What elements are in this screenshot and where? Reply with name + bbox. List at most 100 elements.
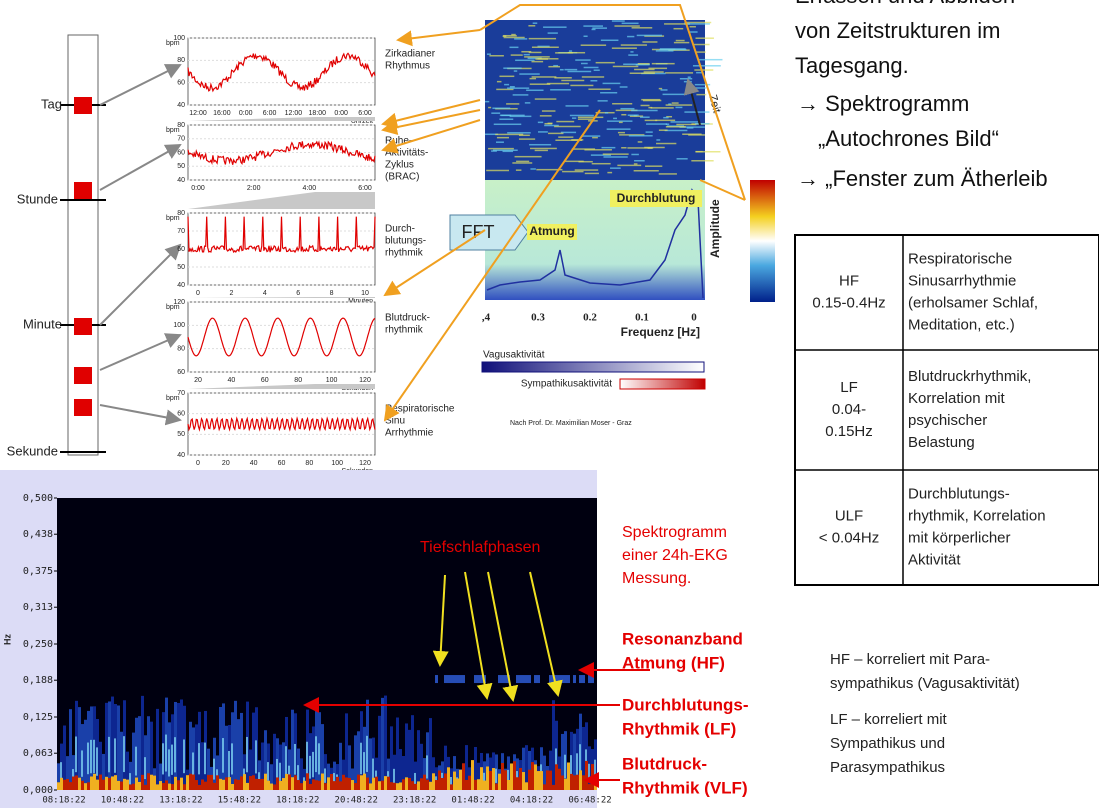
spectro-col [258, 779, 261, 790]
spectro-streak [620, 108, 634, 110]
spectro-col [483, 781, 486, 790]
panel-x-tick: 0 [196, 460, 200, 467]
spectro-col [120, 782, 123, 790]
spectro-col [588, 764, 590, 781]
spectro-streak [540, 115, 552, 117]
spectro-streak [594, 69, 600, 71]
spectro-col [69, 709, 72, 790]
spectro-col [66, 779, 69, 790]
panel-label: blutungs- [385, 236, 426, 247]
spectro-streak [613, 118, 617, 120]
table-cell: Meditation, etc.) [908, 316, 1015, 333]
spectro-col [261, 779, 264, 790]
amplitude-label: Amplitude [708, 199, 722, 258]
scale-marker [74, 399, 92, 416]
vagus-label: Vagusaktivität [483, 350, 545, 361]
table-cell: mit körperlicher [908, 529, 1011, 546]
spectro-streak [515, 60, 534, 62]
spectro-streak [529, 38, 556, 40]
spectro-streak [504, 84, 509, 86]
spectro-streak [675, 107, 682, 109]
arrow [100, 245, 180, 325]
table-cell: 0.04- [832, 401, 866, 418]
spectro-streak [524, 56, 550, 58]
spectro-col [294, 775, 297, 790]
table-cell: 0.15-0.4Hz [812, 294, 885, 311]
spectro-streak [632, 27, 653, 29]
spectro-streak [661, 89, 668, 91]
spectro-col [363, 752, 365, 777]
panel-y-tick: 70 [177, 136, 185, 143]
spectro-col [117, 781, 120, 790]
spectro-streak [656, 139, 660, 141]
spectro-streak [617, 165, 641, 167]
panel-label: Durch- [385, 224, 415, 235]
spectro-col [369, 783, 372, 790]
spectro-col [345, 777, 348, 790]
spectro-streak [581, 44, 606, 46]
spectro-streak [691, 160, 713, 162]
spectro-streak [646, 131, 653, 133]
spectro-streak [592, 137, 598, 139]
spectro-streak [543, 26, 567, 28]
table-cell: psychischer [908, 412, 987, 429]
spectro-col [96, 747, 98, 775]
panel-y-tick: 50 [177, 431, 185, 438]
sympathikus-bar [620, 379, 705, 389]
table-cell: 0.15Hz [825, 423, 873, 440]
spectro-col [129, 773, 131, 784]
spectro-streak [665, 72, 693, 74]
spectro-col [396, 783, 399, 790]
scale-marker [74, 318, 92, 335]
spectro-streak [659, 129, 668, 131]
spectro-streak [648, 147, 653, 149]
spectro-streak [621, 147, 626, 149]
spectro-streak [538, 131, 548, 133]
spectro-hf [498, 675, 501, 683]
panel-y-tick: 40 [177, 282, 185, 289]
spectro-col [198, 743, 200, 774]
spectro-streak [501, 115, 511, 117]
spectro-col [231, 784, 234, 790]
spectro-col [84, 783, 87, 790]
spectro-col [159, 781, 162, 790]
spectro-streak [640, 116, 650, 118]
spectro-col [81, 750, 83, 776]
spectro-col [411, 781, 414, 790]
note: Sympathikus und [830, 735, 945, 752]
spectro-streak [499, 76, 514, 78]
panel-y-tick: 80 [177, 57, 185, 64]
spectro-hf [453, 675, 456, 683]
spectro-col [429, 718, 432, 790]
spectro-streak [495, 134, 523, 136]
spectro-hf [561, 675, 564, 683]
spectro-streak [600, 92, 617, 94]
spectro-streak [694, 87, 707, 89]
spectro-col [480, 767, 483, 790]
band-label: Durchblutungs- [622, 695, 749, 714]
atmung-label: Atmung [529, 224, 574, 238]
spectro-streak [590, 80, 597, 82]
scale-marker [74, 97, 92, 114]
durch-label: Durchblutung [617, 191, 696, 205]
spectro-col [192, 752, 194, 777]
table-cell: Korrelation mit [908, 390, 1006, 407]
spectro-streak [612, 103, 632, 105]
spectro-col [360, 743, 362, 775]
panel-x-tick: 18:00 [309, 110, 327, 117]
caption: einer 24h-EKG [622, 547, 728, 564]
spectro-hf [504, 675, 507, 683]
spectro-col [183, 739, 185, 773]
spectro-col [315, 736, 317, 772]
spectro-streak [596, 62, 615, 64]
panel-x-tick: 12:00 [189, 110, 207, 117]
spectro-col [354, 783, 357, 790]
spectro-streak [666, 104, 693, 106]
panel-y-tick: 70 [177, 390, 185, 397]
spectro-col [105, 777, 108, 790]
spectro-col [381, 781, 384, 790]
spectro-streak [694, 44, 710, 46]
spectro-hf [534, 675, 537, 683]
spectro-col [99, 775, 102, 790]
spectro-streak [492, 107, 510, 109]
